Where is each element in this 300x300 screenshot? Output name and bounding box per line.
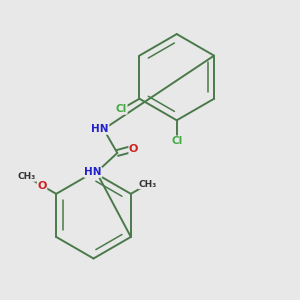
Text: O: O <box>129 143 138 154</box>
Text: CH₃: CH₃ <box>139 180 157 189</box>
Text: HN: HN <box>84 167 102 177</box>
Text: Cl: Cl <box>116 104 127 114</box>
Text: Cl: Cl <box>171 136 182 146</box>
Text: O: O <box>38 181 47 191</box>
Text: CH₃: CH₃ <box>17 172 36 181</box>
Text: HN: HN <box>91 124 109 134</box>
